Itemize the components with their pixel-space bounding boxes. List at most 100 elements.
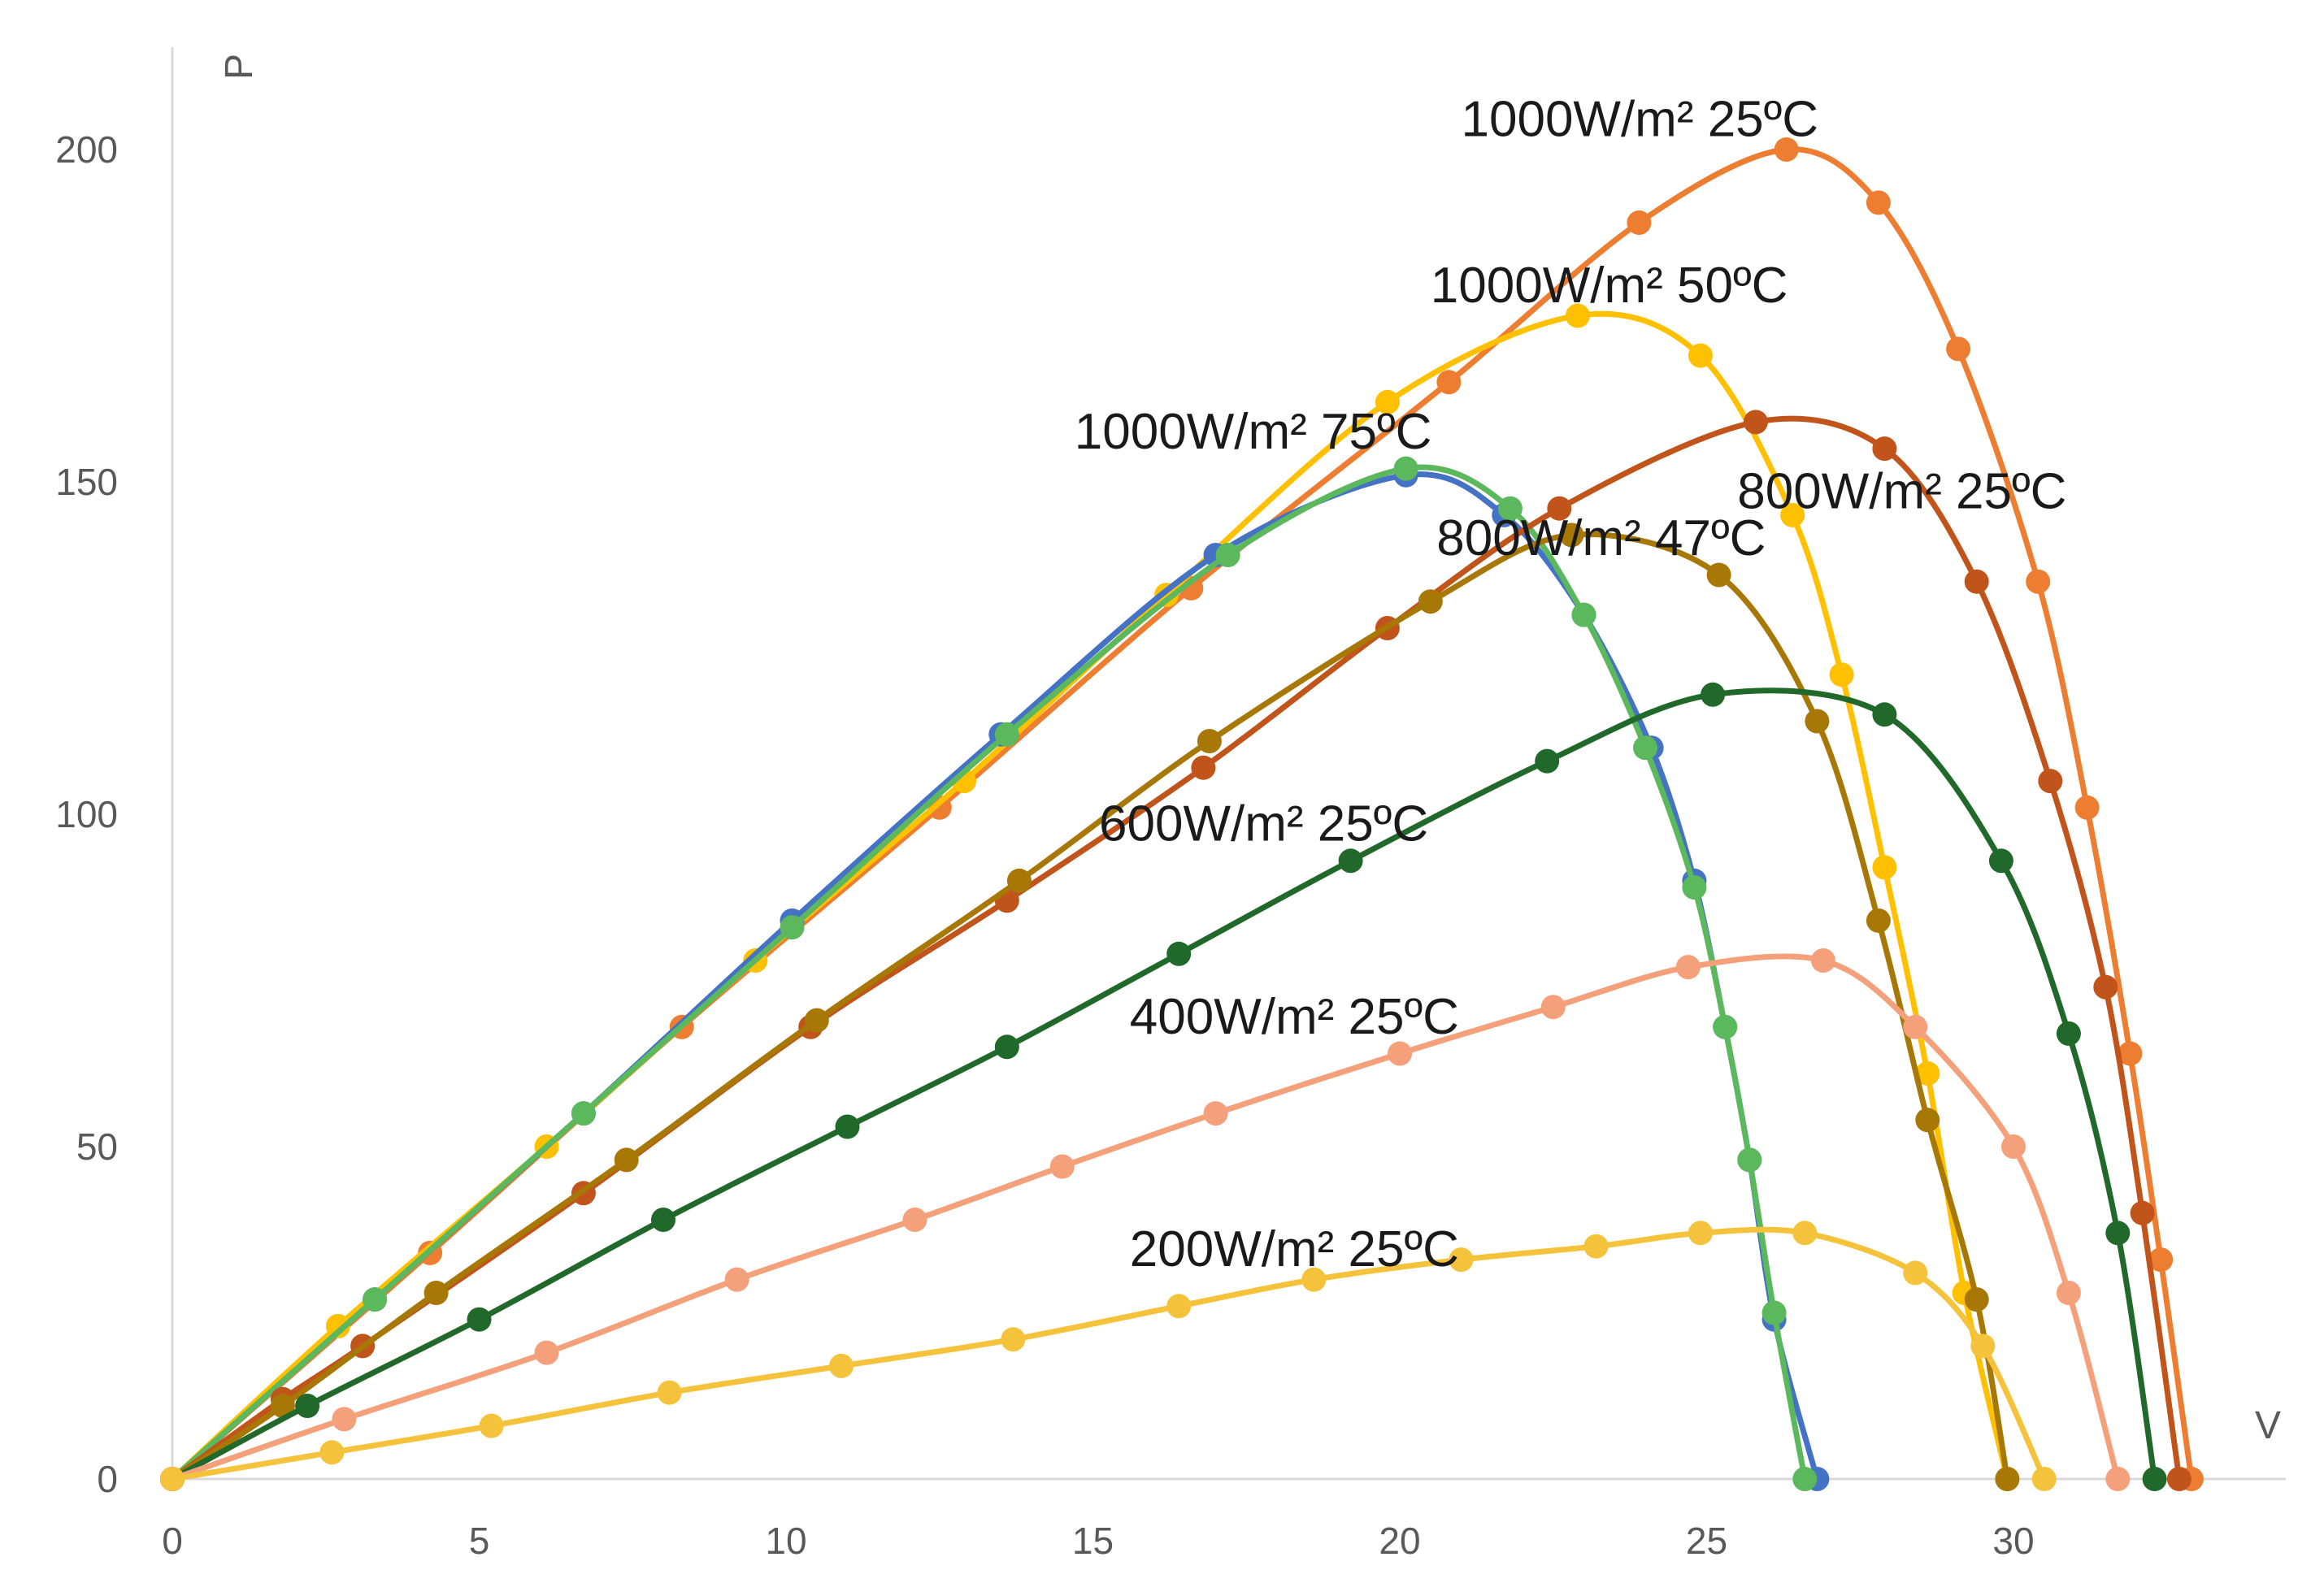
data-point	[614, 1147, 639, 1173]
data-point	[1792, 1221, 1818, 1246]
series-line	[169, 531, 2010, 1482]
data-point	[1449, 1247, 1474, 1273]
data-point	[1903, 1260, 1928, 1286]
data-point	[829, 1353, 854, 1378]
data-point	[2148, 1247, 2174, 1273]
curve-annotation: 600W/m² 25ºC	[1099, 796, 1428, 852]
series-3	[160, 456, 1818, 1491]
data-point	[1547, 496, 1572, 521]
data-point	[994, 722, 1019, 747]
data-point	[1964, 1287, 1989, 1312]
data-point	[1737, 1147, 1762, 1173]
x-tick-label: 15	[1072, 1520, 1114, 1562]
data-point	[1792, 1467, 1818, 1491]
data-point	[2118, 1041, 2143, 1066]
data-point	[1436, 370, 1462, 395]
data-point	[1388, 1041, 1412, 1066]
data-point	[1995, 1467, 2020, 1491]
data-point	[1713, 1014, 1738, 1039]
data-point	[2056, 1281, 2081, 1305]
data-point	[1829, 662, 1854, 687]
curve-annotation: 400W/m² 25ºC	[1130, 989, 1459, 1045]
data-point	[1761, 1300, 1787, 1325]
data-point	[1706, 562, 1731, 588]
data-point	[2105, 1467, 2131, 1491]
data-point	[1964, 569, 1989, 594]
x-tick-label: 20	[1379, 1520, 1420, 1562]
curve-annotation: 1000W/m² 75ºC	[1075, 404, 1432, 460]
series-line	[169, 953, 2121, 1482]
series-line	[169, 471, 1820, 1482]
data-point	[571, 1101, 596, 1126]
x-tick-label: 5	[469, 1520, 490, 1562]
data-point	[1688, 343, 1713, 368]
data-point	[534, 1340, 559, 1365]
data-point	[2142, 1467, 2167, 1491]
x-tick-label: 0	[162, 1520, 183, 1562]
data-point	[1688, 1221, 1713, 1246]
data-point	[1418, 589, 1443, 614]
x-tick-label: 10	[765, 1520, 806, 1562]
data-point	[2001, 1134, 2026, 1159]
data-point	[467, 1307, 492, 1332]
y-axis-label: P	[218, 54, 261, 80]
series-line	[169, 310, 2010, 1482]
curve-annotation: 800W/m² 25ºC	[1737, 464, 2066, 520]
data-point	[1866, 190, 1891, 215]
data-point	[1497, 496, 1523, 521]
y-tick-label: 50	[76, 1125, 118, 1168]
data-point	[1810, 948, 1835, 973]
data-point	[651, 1208, 675, 1232]
y-tick-label: 0	[97, 1458, 118, 1500]
axes	[171, 47, 2286, 1481]
y-tick-label: 200	[55, 128, 118, 171]
data-point	[295, 1394, 320, 1418]
data-point	[363, 1287, 388, 1312]
data-point	[1166, 941, 1192, 966]
data-point	[1805, 709, 1830, 734]
data-point	[1872, 855, 1897, 880]
data-point	[835, 1114, 860, 1139]
data-point	[1583, 1234, 1609, 1259]
data-point	[1780, 502, 1805, 527]
data-point	[1559, 523, 1584, 548]
data-point	[1675, 955, 1701, 980]
data-point	[1191, 755, 1216, 780]
data-point	[2105, 1221, 2131, 1246]
data-point	[1988, 848, 2013, 874]
data-point	[1197, 729, 1222, 753]
data-point	[724, 1267, 749, 1292]
data-point	[2130, 1200, 2155, 1225]
data-point	[1338, 848, 1363, 874]
data-point	[994, 1034, 1019, 1060]
data-point	[1375, 389, 1400, 414]
data-point	[1633, 735, 1657, 761]
data-point	[270, 1394, 295, 1418]
data-point	[1535, 748, 1560, 774]
data-point	[2074, 795, 2100, 820]
data-point	[2026, 569, 2051, 594]
data-point	[804, 1008, 829, 1033]
annotation-layer: 1000W/m² 25ºC 1000W/m² 50ºC 1000W/m² 75ºC 8…	[1075, 92, 2067, 1278]
data-point	[332, 1407, 357, 1432]
data-point	[1872, 702, 1897, 727]
curve-annotation: 1000W/m² 50ºC	[1431, 258, 1788, 314]
x-axis-label: V	[2255, 1404, 2281, 1447]
data-point	[2038, 769, 2063, 794]
data-point	[160, 1467, 185, 1491]
data-point	[1946, 336, 1971, 362]
data-point	[1627, 210, 1652, 235]
data-point	[319, 1440, 345, 1465]
data-point	[1866, 908, 1891, 933]
data-point	[1903, 1014, 1928, 1039]
data-point	[1215, 543, 1240, 567]
data-point	[902, 1208, 927, 1232]
data-point	[1774, 137, 1799, 162]
data-point	[1540, 995, 1566, 1020]
data-point	[1301, 1267, 1327, 1292]
data-point	[657, 1380, 682, 1405]
data-point	[1006, 868, 1032, 893]
data-point	[1915, 1108, 1940, 1133]
curve-annotation: 1000W/m² 25ºC	[1462, 92, 1819, 148]
